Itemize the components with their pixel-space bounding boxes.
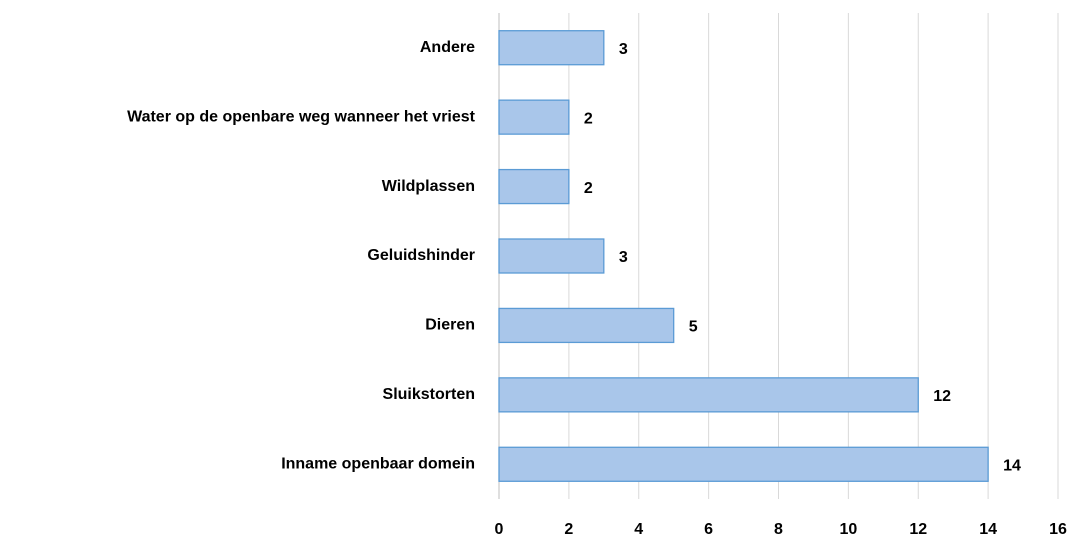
data-label: 2	[584, 180, 593, 197]
bar	[498, 377, 919, 413]
bar	[498, 307, 675, 344]
data-label: 3	[619, 41, 628, 58]
x-tick-label: 6	[704, 521, 713, 537]
y-tick-label: Wildplassen	[382, 178, 475, 195]
y-tick-label: Geluidshinder	[367, 247, 475, 264]
bar	[498, 238, 605, 274]
bar	[498, 446, 989, 482]
x-tick-label: 2	[564, 521, 573, 537]
data-label: 14	[1003, 458, 1021, 475]
y-tick-label: Andere	[420, 39, 475, 56]
data-label: 2	[584, 110, 593, 127]
y-tick-label: Dieren	[425, 317, 475, 334]
x-tick-label: 16	[1049, 521, 1067, 537]
x-tick-label: 10	[839, 521, 857, 537]
y-tick-label: Inname openbaar domein	[281, 456, 475, 473]
x-tick-label: 14	[979, 521, 997, 537]
bar	[498, 168, 570, 205]
x-tick-label: 12	[909, 521, 927, 537]
bar	[498, 30, 605, 66]
y-tick-label: Sluikstorten	[383, 386, 475, 403]
data-label: 12	[933, 388, 951, 405]
y-tick-label: Water op de openbare weg wanneer het vri…	[127, 108, 476, 125]
bar	[498, 99, 570, 135]
x-tick-label: 0	[495, 521, 504, 537]
x-tick-label: 8	[774, 521, 783, 537]
data-label: 3	[619, 249, 628, 266]
x-tick-label: 4	[634, 521, 643, 537]
data-label: 5	[689, 319, 698, 336]
